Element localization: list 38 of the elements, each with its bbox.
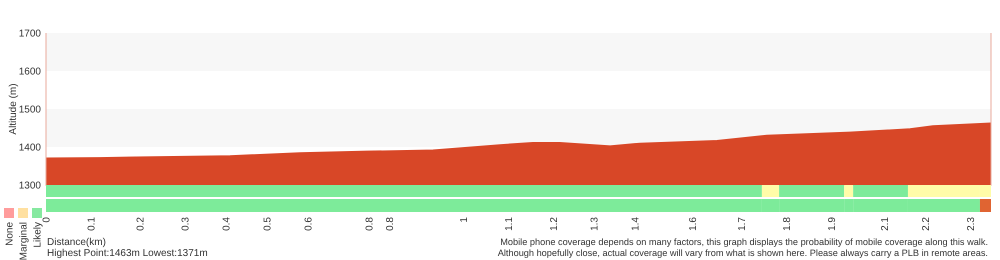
y-tick-label: 1500 [18, 104, 42, 116]
bar [779, 185, 844, 197]
x-tick-label: 0.3 [180, 216, 192, 231]
x-axis-title: Distance(km) [47, 237, 106, 248]
y-tick-label: 1600 [18, 66, 42, 78]
text: Mobile phone coverage depends on many factors, this graph displays the probability of mobile coverage along this walk. [500, 237, 988, 247]
x-tick-label: 1.4 [630, 216, 642, 231]
x-tick-label: 1.8 [782, 216, 793, 231]
x-tick-label: 1.3 [590, 216, 601, 231]
bar [980, 199, 991, 212]
category-label: None [4, 222, 16, 246]
x-tick-label: 0.5 [262, 216, 274, 231]
y-tick-label: 1300 [18, 180, 42, 192]
x-tick-label: 1.7 [736, 216, 748, 231]
x-tick-label: 0.4 [222, 216, 232, 231]
x-tick-label: 0 [42, 216, 52, 223]
bar [46, 185, 762, 197]
x-tick-label: 1.1 [504, 216, 515, 231]
text: Highest Point:1463m Lowest:1371m [47, 248, 208, 259]
y-axis-title: Altitude (m) [8, 83, 19, 135]
text: Although hopefully close, actual coverage will vary from what is shown here. Please always carry a PLB in remote areas. [498, 248, 988, 258]
y-tick-label: 1700 [18, 28, 42, 40]
x-tick-label: 1 [458, 216, 470, 223]
x-tick-label: 2.2 [921, 216, 932, 231]
x-tick-label: 1.6 [688, 216, 699, 231]
category-label: Likely [32, 222, 44, 248]
category-label: Marginal [18, 222, 30, 260]
x-tick-label: 0.8 [385, 216, 396, 231]
x-tick-label: 0.6 [303, 216, 314, 231]
x-tick-label: 1.9 [826, 216, 838, 231]
bar [853, 185, 908, 197]
y-tick-label: 1400 [18, 142, 42, 154]
x-tick-label: 2.1 [880, 216, 892, 231]
x-tick-label: 0.2 [136, 216, 147, 231]
x-tick-label: 1.2 [548, 216, 560, 231]
x-tick-label: 0.1 [86, 216, 98, 231]
x-tick-label: 0.8 [364, 216, 376, 231]
x-tick-label: 2.3 [966, 216, 978, 231]
